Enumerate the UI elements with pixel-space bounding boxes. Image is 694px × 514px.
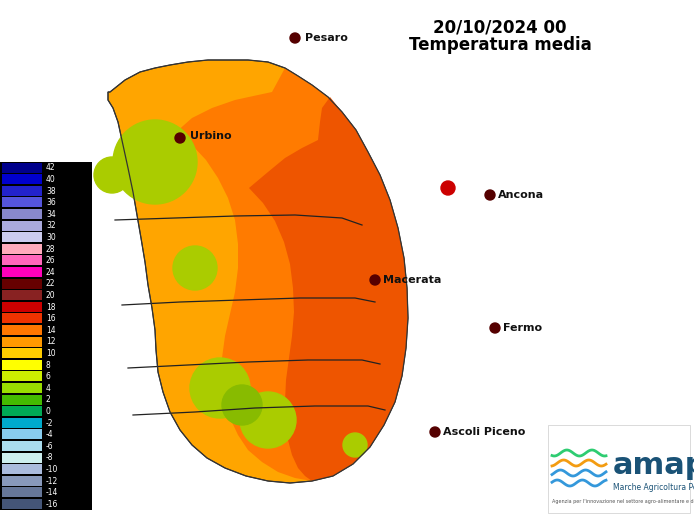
Circle shape bbox=[94, 157, 130, 193]
Text: -8: -8 bbox=[46, 453, 53, 462]
Bar bbox=[2, 383, 42, 393]
Circle shape bbox=[190, 358, 250, 418]
Text: 34: 34 bbox=[46, 210, 56, 218]
Bar bbox=[2, 197, 42, 208]
Text: 32: 32 bbox=[46, 222, 56, 230]
Bar bbox=[2, 348, 42, 358]
Text: -4: -4 bbox=[46, 430, 53, 439]
Circle shape bbox=[222, 385, 262, 425]
Circle shape bbox=[343, 433, 367, 457]
Bar bbox=[2, 209, 42, 219]
Circle shape bbox=[430, 427, 440, 437]
Bar bbox=[2, 221, 42, 231]
Bar bbox=[2, 475, 42, 486]
Bar bbox=[548, 425, 690, 513]
Bar bbox=[2, 499, 42, 509]
Text: Ancona: Ancona bbox=[498, 190, 544, 200]
Text: 40: 40 bbox=[46, 175, 56, 184]
Circle shape bbox=[175, 133, 185, 143]
Circle shape bbox=[240, 392, 296, 448]
Bar bbox=[2, 255, 42, 265]
Bar bbox=[2, 441, 42, 451]
Text: 38: 38 bbox=[46, 187, 56, 195]
Bar bbox=[2, 290, 42, 300]
Text: 8: 8 bbox=[46, 360, 51, 370]
Bar bbox=[2, 279, 42, 288]
Text: Agenzia per l'innovazione nel settore agro-alimentare e della pesca: Agenzia per l'innovazione nel settore ag… bbox=[552, 499, 694, 504]
Text: Marche Agricoltura Pesca: Marche Agricoltura Pesca bbox=[613, 483, 694, 491]
Bar bbox=[2, 371, 42, 381]
Text: 20/10/2024 00: 20/10/2024 00 bbox=[433, 18, 567, 36]
Text: Urbino: Urbino bbox=[190, 131, 232, 141]
Circle shape bbox=[370, 275, 380, 285]
Bar bbox=[2, 418, 42, 428]
Circle shape bbox=[485, 190, 495, 200]
Bar bbox=[2, 325, 42, 335]
Text: 26: 26 bbox=[46, 256, 56, 265]
Text: 2: 2 bbox=[46, 395, 51, 405]
Text: 20: 20 bbox=[46, 291, 56, 300]
Text: 4: 4 bbox=[46, 383, 51, 393]
Text: 18: 18 bbox=[46, 303, 56, 311]
Text: -2: -2 bbox=[46, 418, 53, 428]
Text: -12: -12 bbox=[46, 476, 58, 486]
Text: 30: 30 bbox=[46, 233, 56, 242]
Bar bbox=[2, 314, 42, 323]
Bar bbox=[2, 244, 42, 254]
Polygon shape bbox=[175, 68, 408, 481]
Text: Temperatura media: Temperatura media bbox=[409, 36, 591, 54]
Bar bbox=[2, 429, 42, 439]
Text: 28: 28 bbox=[46, 245, 56, 253]
Bar bbox=[2, 464, 42, 474]
Text: 14: 14 bbox=[46, 326, 56, 335]
Bar bbox=[2, 302, 42, 312]
Text: amap: amap bbox=[613, 450, 694, 480]
Bar bbox=[2, 406, 42, 416]
Circle shape bbox=[173, 246, 217, 290]
Bar bbox=[2, 452, 42, 463]
Circle shape bbox=[113, 120, 197, 204]
Polygon shape bbox=[249, 97, 408, 481]
Text: 36: 36 bbox=[46, 198, 56, 207]
Bar bbox=[2, 360, 42, 370]
Bar bbox=[2, 232, 42, 242]
Circle shape bbox=[490, 323, 500, 333]
Text: Ascoli Piceno: Ascoli Piceno bbox=[443, 427, 525, 437]
Bar bbox=[2, 337, 42, 346]
Polygon shape bbox=[108, 60, 408, 483]
Text: 0: 0 bbox=[46, 407, 51, 416]
Bar bbox=[2, 487, 42, 498]
Text: 6: 6 bbox=[46, 372, 51, 381]
Bar bbox=[0, 162, 92, 510]
Text: -16: -16 bbox=[46, 500, 58, 509]
Text: -6: -6 bbox=[46, 442, 53, 451]
Bar bbox=[2, 162, 42, 173]
Text: Macerata: Macerata bbox=[383, 275, 441, 285]
Text: -10: -10 bbox=[46, 465, 58, 474]
Circle shape bbox=[441, 181, 455, 195]
Bar bbox=[2, 395, 42, 405]
Text: 22: 22 bbox=[46, 279, 56, 288]
Text: 12: 12 bbox=[46, 337, 56, 346]
Text: Fermo: Fermo bbox=[503, 323, 542, 333]
Bar bbox=[2, 267, 42, 277]
Text: Pesaro: Pesaro bbox=[305, 33, 348, 43]
Circle shape bbox=[290, 33, 300, 43]
Text: -14: -14 bbox=[46, 488, 58, 497]
Text: 42: 42 bbox=[46, 163, 56, 172]
Bar bbox=[2, 186, 42, 196]
Bar bbox=[2, 174, 42, 184]
Text: 24: 24 bbox=[46, 268, 56, 277]
Text: Temp. (°C): Temp. (°C) bbox=[2, 150, 60, 160]
Text: 16: 16 bbox=[46, 314, 56, 323]
Text: 10: 10 bbox=[46, 349, 56, 358]
